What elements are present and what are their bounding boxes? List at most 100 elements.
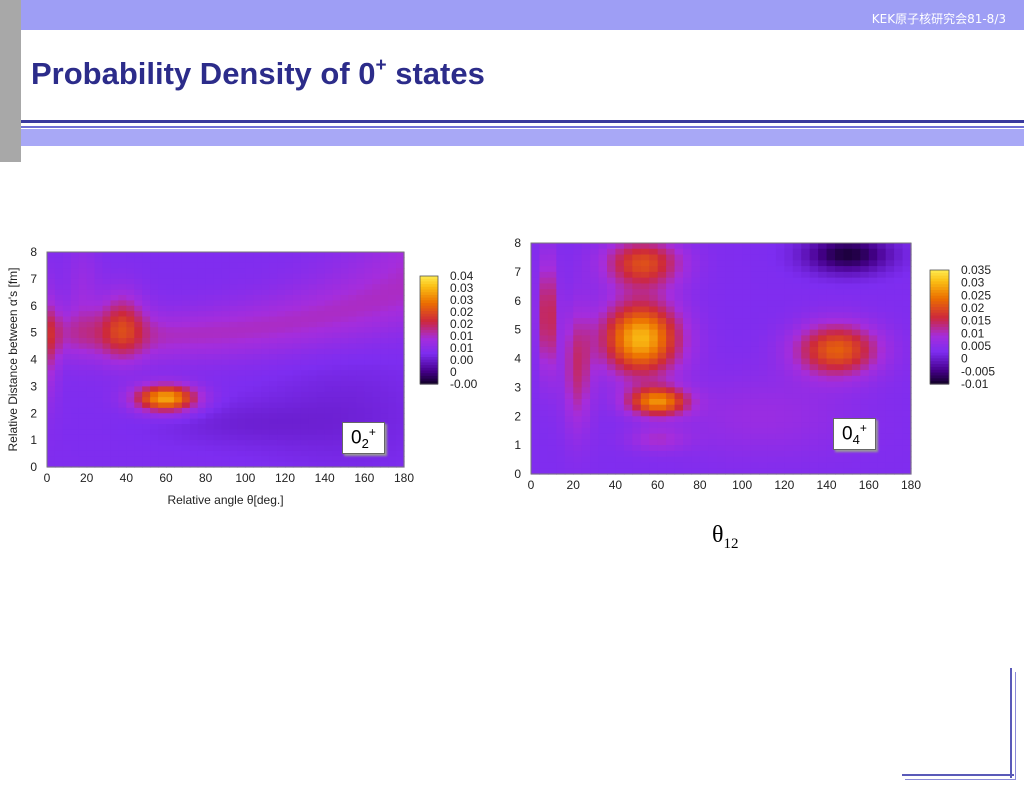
heatmap-cell xyxy=(607,398,617,406)
heatmap-cell xyxy=(556,445,566,452)
heatmap-cell xyxy=(801,335,811,342)
heatmap-cell xyxy=(835,271,845,279)
heatmap-cell xyxy=(666,346,676,354)
heatmap-cell xyxy=(277,381,286,387)
colorbar-segment xyxy=(930,349,949,354)
heatmap-cell xyxy=(245,370,254,377)
heatmap-cell xyxy=(818,462,828,469)
heatmap-cell xyxy=(902,323,912,331)
heatmap-cell xyxy=(166,305,175,312)
heatmap-cell xyxy=(300,252,310,258)
heatmap-cell xyxy=(396,450,405,457)
heatmap-cell xyxy=(364,257,373,264)
heatmap-cell xyxy=(835,312,845,319)
heatmap-cell xyxy=(801,277,811,285)
heatmap-cell xyxy=(547,271,557,279)
heatmap-cell xyxy=(564,439,574,446)
heatmap-cell xyxy=(189,354,199,361)
heatmap-cell xyxy=(380,295,389,301)
heatmap-cell xyxy=(775,358,785,365)
heatmap-cell xyxy=(547,300,557,308)
heatmap-cell xyxy=(615,450,625,458)
heatmap-cell xyxy=(62,375,72,382)
heatmap-cell xyxy=(364,327,373,334)
heatmap-cell xyxy=(189,434,199,441)
heatmap-cell xyxy=(150,332,159,339)
heatmap-cell xyxy=(245,268,254,275)
heatmap-cell xyxy=(261,386,270,393)
heatmap-cell xyxy=(78,268,88,275)
heatmap-cell xyxy=(205,456,215,463)
heatmap-cell xyxy=(285,338,294,344)
heatmap-cell xyxy=(767,450,777,458)
heatmap-cell xyxy=(598,393,608,400)
heatmap-cell xyxy=(784,323,794,331)
heatmap-cell xyxy=(826,346,836,354)
heatmap-cell xyxy=(340,381,350,387)
heatmap-cell xyxy=(110,343,119,350)
heatmap-cell xyxy=(699,323,709,331)
heatmap-cell xyxy=(308,311,318,318)
heatmap-cell xyxy=(102,359,112,366)
heatmap-cell xyxy=(683,439,693,446)
heatmap-cell xyxy=(158,434,167,441)
heatmap-cell xyxy=(564,387,574,394)
heatmap-cell xyxy=(70,316,80,323)
heatmap-cell xyxy=(324,284,334,291)
heatmap-cell xyxy=(261,461,270,468)
heatmap-cell xyxy=(750,456,760,464)
colorbar-segment xyxy=(930,372,949,377)
heatmap-cell xyxy=(348,456,357,463)
heatmap-cell xyxy=(818,404,828,412)
heatmap-cell xyxy=(699,254,709,261)
heatmap-cell xyxy=(733,306,743,313)
heatmap-cell xyxy=(364,418,373,425)
heatmap-cell xyxy=(158,321,167,328)
heatmap-cell xyxy=(356,407,365,414)
heatmap-cell xyxy=(324,375,334,382)
heatmap-cell xyxy=(364,375,373,382)
heatmap-cell xyxy=(245,456,254,463)
heatmap-cell xyxy=(54,407,64,414)
heatmap-cell xyxy=(531,283,541,290)
heatmap-cell xyxy=(292,375,302,382)
heatmap-cell xyxy=(733,341,743,348)
heatmap-cell xyxy=(564,341,574,348)
heatmap-cell xyxy=(332,370,342,377)
heatmap-cell xyxy=(110,424,119,430)
heatmap-cell xyxy=(380,354,389,361)
heatmap-cell xyxy=(269,445,278,452)
heatmap-cell xyxy=(649,306,659,313)
heatmap-cell xyxy=(868,462,878,469)
heatmap-cell xyxy=(733,450,743,458)
heatmap-cell xyxy=(142,262,151,269)
heatmap-cell xyxy=(277,424,286,430)
heatmap-cell xyxy=(150,434,159,441)
heatmap-cell xyxy=(181,311,191,318)
heatmap-cell xyxy=(699,445,709,452)
heatmap-cell xyxy=(598,306,608,313)
heatmap-cell xyxy=(623,398,633,406)
heatmap-cell xyxy=(835,329,845,337)
heatmap-cell xyxy=(118,305,127,312)
heatmap-cell xyxy=(340,354,350,361)
heatmap-cell xyxy=(142,327,151,334)
heatmap-cell xyxy=(573,393,583,400)
heatmap-cell xyxy=(94,295,104,301)
heatmap-cell xyxy=(759,318,769,325)
heatmap-cell xyxy=(142,278,151,285)
heatmap-cell xyxy=(348,381,357,387)
heatmap-cell xyxy=(94,257,104,264)
heatmap-cell xyxy=(885,300,895,308)
heatmap-cell xyxy=(86,305,96,312)
heatmap-cell xyxy=(142,429,151,436)
colorbar-segment xyxy=(420,378,438,382)
heatmap-cell xyxy=(691,329,701,337)
heatmap-cell xyxy=(590,456,600,464)
heatmap-cell xyxy=(657,416,667,423)
heatmap-cell xyxy=(691,300,701,308)
heatmap-cell xyxy=(166,268,175,275)
corner-decoration-horizontal-inner xyxy=(905,779,1015,780)
heatmap-cell xyxy=(142,402,151,409)
heatmap-cell xyxy=(683,260,693,267)
